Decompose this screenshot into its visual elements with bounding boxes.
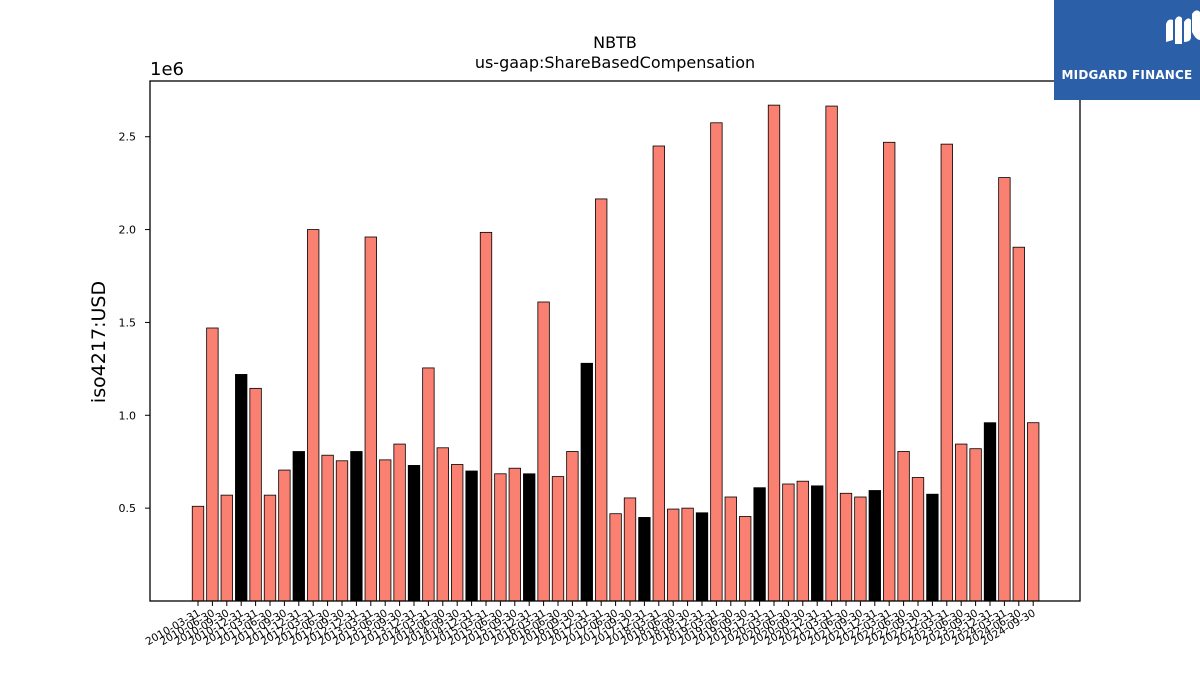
plot-frame	[149, 80, 1081, 602]
bar-2016-06-30	[551, 476, 565, 602]
bar-2016-03-31	[537, 301, 550, 602]
bar-2021-12-31	[868, 490, 881, 602]
bar-2010-06-30	[206, 327, 219, 602]
chart-subtitle: us-gaap:ShareBasedCompensation	[475, 53, 755, 72]
y-scale-label: 1e6	[150, 59, 184, 80]
y-tick-label: 1.0	[119, 409, 137, 422]
bar-2015-09-30	[508, 467, 521, 602]
bar-2022-06-30	[897, 451, 910, 602]
bar-2022-03-31	[883, 141, 896, 602]
bar-2013-03-31	[364, 236, 377, 602]
midgard-logo: MIDGARD FINANCE	[1054, 0, 1200, 100]
bar-2023-06-30	[955, 443, 968, 602]
chart-title: NBTB	[593, 33, 637, 52]
bar-2023-03-31	[940, 143, 953, 602]
bar-2020-12-31	[811, 485, 824, 602]
bar-2021-09-30	[854, 496, 867, 602]
bar-2020-03-31	[767, 104, 781, 602]
bar-2015-12-31	[523, 473, 536, 602]
y-axis-label: iso4217:USD	[88, 281, 110, 403]
bar-2017-09-30	[623, 497, 637, 602]
bar-2021-06-30	[839, 492, 853, 602]
bar-2018-03-31	[652, 145, 665, 602]
bar-2016-12-31	[580, 362, 593, 602]
bar-2018-12-31	[695, 512, 709, 602]
bar-2012-03-31	[307, 229, 320, 602]
bar-2014-12-31	[465, 470, 478, 602]
bars-group	[191, 104, 1040, 602]
bar-2019-03-31	[710, 122, 723, 602]
bar-2013-09-30	[393, 443, 406, 602]
bar-2024-09-30	[1027, 422, 1040, 602]
bar-2017-03-31	[595, 198, 608, 602]
bar-2020-06-30	[782, 483, 795, 602]
bar-2017-06-30	[609, 513, 622, 602]
bar-2011-12-31	[292, 451, 305, 602]
bar-2023-12-31	[983, 422, 997, 602]
bar-2019-12-31	[753, 487, 766, 602]
y-ticks-group: 0.5 1.0 1.5 2.0 2.5	[119, 131, 150, 515]
bar-2010-12-31	[235, 374, 248, 602]
y-tick-label: 1.5	[119, 316, 137, 329]
y-tick-label: 2.0	[119, 224, 137, 237]
bar-2013-12-31	[407, 465, 421, 602]
bar-2021-03-31	[825, 105, 838, 602]
bar-2020-09-30	[796, 480, 809, 602]
bar-2014-03-31	[422, 367, 435, 602]
bar-2011-03-31	[249, 387, 262, 602]
bar-2011-09-30	[278, 469, 291, 602]
bar-2022-09-30	[911, 477, 925, 602]
bar-2024-03-31	[998, 177, 1011, 602]
bar-2012-06-30	[321, 454, 334, 602]
bar-2014-09-30	[451, 464, 464, 602]
logo-text: MIDGARD FINANCE	[1061, 68, 1193, 82]
y-tick-label: 0.5	[119, 502, 137, 515]
bar-2015-06-30	[494, 473, 507, 602]
y-tick-label: 2.5	[119, 131, 137, 144]
bar-2022-12-31	[926, 493, 939, 602]
bar-2024-06-30	[1012, 246, 1025, 602]
bar-2012-09-30	[335, 460, 349, 602]
midgard-logo-icon	[1166, 10, 1200, 44]
x-ticks-group: 2010-03-312010-06-302010-09-302010-12-31…	[144, 601, 1038, 648]
bar-2017-12-31	[638, 517, 651, 602]
bar-2012-12-31	[350, 451, 363, 602]
bar-2019-06-30	[724, 496, 737, 602]
bar-2016-09-30	[566, 451, 579, 602]
bar-2014-06-30	[436, 447, 449, 602]
bar-2018-09-30	[681, 507, 694, 602]
bar-2023-09-30	[969, 448, 982, 602]
bar-2018-06-30	[667, 508, 680, 602]
bar-2015-03-31	[479, 231, 493, 602]
bar-2019-09-30	[739, 516, 752, 602]
bar-2010-09-30	[220, 494, 233, 602]
bar-2013-06-30	[379, 459, 392, 602]
bar-2010-03-31	[191, 505, 205, 602]
bar-2011-06-30	[263, 494, 277, 602]
